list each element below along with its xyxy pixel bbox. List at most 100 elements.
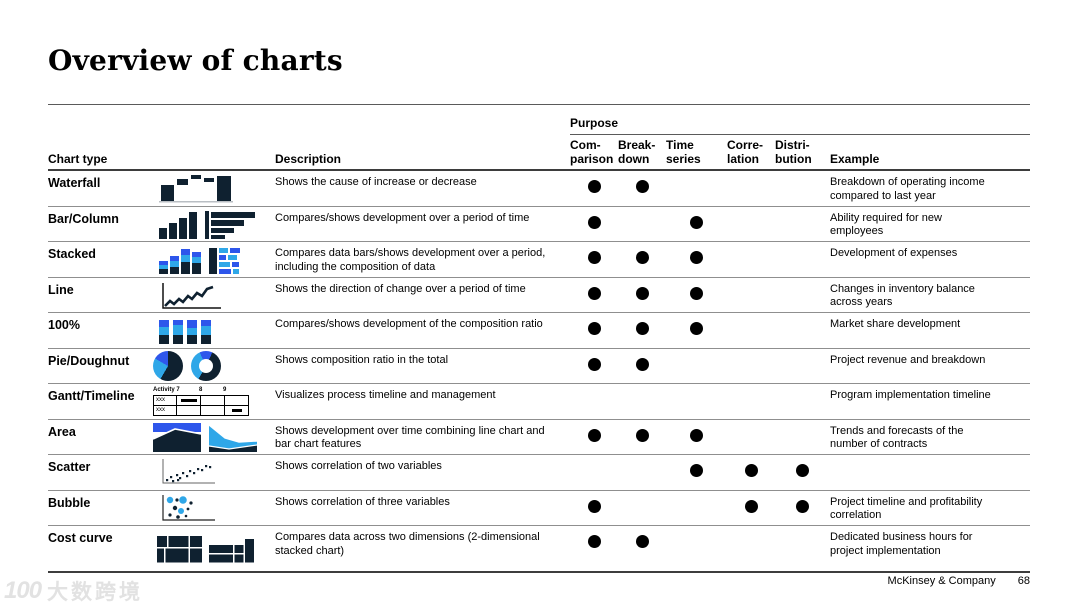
- purpose-dot: [635, 357, 649, 371]
- purpose-comparison-cell: [570, 384, 618, 419]
- purpose-dot: [587, 428, 601, 442]
- purpose-correlation-cell: [727, 242, 775, 278]
- chart-example: Development of expenses: [830, 247, 958, 259]
- purpose-dot: [744, 464, 758, 477]
- purpose-correlation-cell: [727, 455, 775, 490]
- chart-type-label: Bar/Column: [48, 211, 119, 226]
- bubble-chart-icon: [153, 491, 275, 526]
- scatter-chart-icon: [153, 455, 275, 490]
- purpose-comparison-cell: [570, 349, 618, 384]
- purpose-distribution-cell: [775, 491, 830, 526]
- purpose-breakdown-cell: [618, 526, 666, 571]
- chart-example: Market share development: [830, 318, 961, 330]
- chart-example: Breakdown of operating income compared t…: [830, 176, 985, 202]
- purpose-distribution-cell: [775, 455, 830, 490]
- purpose-distribution-cell: [775, 278, 830, 314]
- purpose-breakdown-cell: [618, 384, 666, 419]
- purpose-breakdown-cell: [618, 349, 666, 384]
- purpose-comparison-cell: [570, 313, 618, 349]
- purpose-correlation-cell: [727, 313, 775, 349]
- chart-example: Program implementation timeline: [830, 389, 991, 401]
- column-header-description: Description: [275, 151, 342, 166]
- purpose-distribution-cell: [775, 207, 830, 243]
- chart-type-label: Bubble: [48, 495, 91, 510]
- watermark-brand-text: 大数跨境: [47, 581, 144, 604]
- table-row: Cost curve Compares data across two dime…: [48, 526, 1030, 573]
- purpose-comparison-cell: [570, 171, 618, 207]
- purpose-distribution-cell: [775, 420, 830, 455]
- purpose-dot: [587, 322, 601, 335]
- purpose-distribution-cell: [775, 313, 830, 349]
- purpose-dot: [635, 286, 649, 300]
- table-rows: Waterfall Shows the cause of increase or…: [48, 171, 1030, 573]
- purpose-comparison-cell: [570, 455, 618, 490]
- purpose-distribution-cell: [775, 384, 830, 419]
- table-row: Waterfall Shows the cause of increase or…: [48, 171, 1030, 207]
- chart-description: Shows correlation of two variables: [275, 460, 442, 472]
- table-row: Bar/Column Compares/shows development ov…: [48, 207, 1030, 243]
- purpose-breakdown-cell: [618, 242, 666, 278]
- chart-example: Changes in inventory balance across year…: [830, 282, 975, 309]
- purpose-time_series-cell: [666, 313, 727, 349]
- stacked-100-chart-icon: [153, 313, 275, 349]
- chart-type-label: Line: [48, 282, 74, 297]
- chart-description: Compares/shows development over a period…: [275, 211, 530, 224]
- chart-type-label: Area: [48, 424, 76, 439]
- purpose-dot: [690, 428, 703, 442]
- table-header-row: Chart type Description Com- parison Brea…: [48, 135, 1030, 171]
- waterfall-chart-icon: [153, 171, 275, 207]
- purpose-time_series-cell: [666, 349, 727, 384]
- table-row: Pie/Doughnut Shows composition ratio in …: [48, 349, 1030, 384]
- purpose-dot: [796, 464, 809, 477]
- purpose-dot: [635, 428, 649, 442]
- chart-type-label: Pie/Doughnut: [48, 353, 130, 368]
- watermark: 100 大数跨境: [4, 576, 143, 606]
- purpose-dot: [690, 464, 703, 477]
- column-header-time-series: Time series: [666, 138, 701, 166]
- pie-doughnut-chart-icon: [153, 349, 275, 384]
- purpose-breakdown-cell: [618, 420, 666, 455]
- purpose-correlation-cell: [727, 207, 775, 243]
- chart-example: Dedicated business hours for project imp…: [830, 531, 973, 557]
- purpose-dot: [587, 499, 601, 513]
- purpose-comparison-cell: [570, 491, 618, 526]
- purpose-dot: [635, 535, 649, 548]
- purpose-time_series-cell: [666, 420, 727, 455]
- purpose-time_series-cell: [666, 242, 727, 278]
- chart-example: Project revenue and breakdown: [830, 353, 986, 366]
- column-header-correlation: Corre- lation: [727, 138, 764, 166]
- purpose-comparison-cell: [570, 242, 618, 278]
- slide-footer: McKinsey & Company 68: [48, 575, 1030, 587]
- purpose-dot: [690, 215, 703, 229]
- area-chart-icon: [153, 420, 275, 455]
- purpose-breakdown-cell: [618, 207, 666, 243]
- purpose-comparison-cell: [570, 420, 618, 455]
- column-header-chart-type: Chart type: [48, 151, 108, 166]
- purpose-dot: [796, 499, 809, 513]
- purpose-distribution-cell: [775, 526, 830, 571]
- purpose-comparison-cell: [570, 207, 618, 243]
- purpose-dot: [587, 535, 601, 548]
- chart-type-label: Waterfall: [48, 176, 101, 190]
- purpose-breakdown-cell: [618, 455, 666, 490]
- purpose-correlation-cell: [727, 171, 775, 207]
- purpose-dot: [635, 251, 649, 264]
- chart-description: Shows correlation of three variables: [275, 495, 450, 508]
- purpose-underline: [570, 134, 1030, 135]
- page-title: Overview of charts: [48, 44, 343, 77]
- column-header-example: Example: [830, 151, 880, 166]
- purpose-comparison-cell: [570, 526, 618, 571]
- purpose-dot: [587, 180, 601, 193]
- watermark-logo-icon: 100: [4, 577, 42, 604]
- purpose-correlation-cell: [727, 420, 775, 455]
- purpose-group-header: Purpose: [570, 116, 619, 130]
- purpose-time_series-cell: [666, 171, 727, 207]
- purpose-comparison-cell: [570, 278, 618, 314]
- table-row: Scatter Shows correlation of two variable…: [48, 455, 1030, 491]
- purpose-dot: [690, 251, 703, 264]
- purpose-breakdown-cell: [618, 491, 666, 526]
- cost-curve-chart-icon: [153, 526, 275, 571]
- chart-type-label: 100%: [48, 318, 80, 332]
